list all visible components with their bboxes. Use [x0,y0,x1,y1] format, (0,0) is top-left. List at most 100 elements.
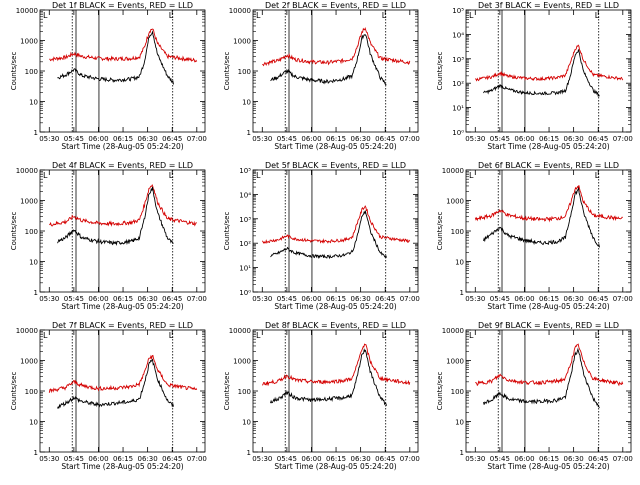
x-tick-label: 06:15 [539,455,559,463]
x-tick-label: 05:45 [490,455,510,463]
plot-frame [252,329,419,453]
x-axis-label: Start Time (28-Aug-05 05:24:20) [274,462,396,471]
y-axis-label: Counts/sec [223,212,231,251]
annotation-label: L [595,331,600,340]
x-tick-label: 06:30 [564,135,584,143]
annotation-label: L [382,331,387,340]
y-tick-label: 10000 [442,167,464,175]
y-tick-label: 100 [451,228,464,236]
x-axis-label: Start Time (28-Aug-05 05:24:20) [487,142,609,151]
y-tick-label: 10 [29,419,38,427]
y-tick-label: 10² [239,240,251,248]
panel-title: Det 8f BLACK = Events, RED = LLD [265,321,406,330]
events-series-line [57,30,174,85]
annotation-label: L [382,171,387,180]
x-tick-label: 06:00 [301,455,321,463]
lld-series-line [475,343,624,387]
y-tick-label: 10⁵ [239,167,251,175]
x-tick-label: 06:15 [539,295,559,303]
x-tick-label: 06:15 [113,135,133,143]
x-axis-label: Start Time (28-Aug-05 05:24:20) [274,302,396,311]
y-tick-label: 10 [242,419,251,427]
x-tick-label: 07:00 [400,135,420,143]
x-tick-label: 07:00 [187,135,207,143]
x-tick-label: 05:30 [39,455,59,463]
y-tick-label: 10⁴ [452,31,464,39]
events-series-line [57,186,174,246]
plot-frame [39,169,206,293]
x-tick-label: 06:45 [588,455,608,463]
y-tick-label: 10³ [452,56,464,64]
x-tick-label: 06:30 [564,295,584,303]
x-tick-label: 06:15 [113,295,133,303]
x-tick-label: 06:15 [326,135,346,143]
annotation-label: L [469,331,474,340]
x-axis-label: Start Time (28-Aug-05 05:24:20) [61,302,183,311]
x-tick-label: 06:45 [162,295,182,303]
y-tick-label: 10000 [229,7,251,15]
x-axis-label: Start Time (28-Aug-05 05:24:20) [487,302,609,311]
x-tick-label: 06:30 [351,135,371,143]
lld-series-line [261,205,411,244]
events-series-line [270,209,387,260]
events-series-line [270,34,387,86]
y-axis-label: Counts/sec [10,52,18,91]
y-axis-label: Counts/sec [223,52,231,91]
annotation-label: L [43,331,48,340]
x-tick-label: 06:00 [88,135,108,143]
x-tick-label: 05:45 [277,455,297,463]
annotation-label: L [256,331,261,340]
x-tick-label: 05:30 [465,455,485,463]
y-tick-label: 100 [25,388,38,396]
annotation-label: L [382,11,387,20]
y-axis-label: Counts/sec [223,372,231,411]
x-tick-label: 06:15 [326,295,346,303]
plot-frame [39,329,206,453]
y-tick-label: 100 [25,68,38,76]
y-tick-label: 1 [460,289,464,297]
panel-4: Det 4f BLACK = Events, RED = LLD 1 10 100 10… [10,161,207,311]
y-tick-label: 10000 [16,7,38,15]
panel-9: Det 9f BLACK = Events, RED = LLD 1 10 100 10… [436,321,633,471]
plot-frame [252,169,419,293]
y-tick-label: 1000 [446,198,464,206]
annotation-label: L [169,171,174,180]
x-tick-label: 05:30 [465,135,485,143]
lld-series-line [49,184,197,227]
panel-2: Det 2f BLACK = Events, RED = LLD 1 10 100 10… [223,1,420,151]
y-tick-label: 10 [455,419,464,427]
y-tick-label: 1000 [20,38,38,46]
panel-3: Det 3f BLACK = Events, RED = LLD 10⁰ 10¹ 10… [436,1,633,151]
lld-series-line [48,354,198,394]
annotation-label: L [43,171,48,180]
y-tick-label: 100 [238,388,251,396]
x-tick-label: 06:45 [375,295,395,303]
x-tick-label: 07:00 [613,135,633,143]
x-tick-label: 06:00 [301,295,321,303]
y-axis-label: Counts/sec [10,372,18,411]
x-tick-label: 07:00 [400,455,420,463]
y-tick-label: 10¹ [452,105,464,113]
panel-title: Det 9f BLACK = Events, RED = LLD [478,321,619,330]
y-tick-label: 1000 [233,38,251,46]
x-tick-label: 06:30 [138,135,158,143]
x-tick-label: 05:30 [252,135,272,143]
y-tick-label: 1 [34,449,38,457]
lld-series-line [474,185,623,223]
annotation-label: L [469,171,474,180]
panel-title: Det 7f BLACK = Events, RED = LLD [52,321,193,330]
events-series-line [270,347,387,406]
lld-series-line [261,343,411,387]
x-tick-label: 07:00 [400,295,420,303]
plot-frame [252,9,419,133]
annotation-label: L [595,11,600,20]
panel-8: Det 8f BLACK = Events, RED = LLD 1 10 100 10… [223,321,420,471]
lld-series-line [49,28,198,63]
panel-7: Det 7f BLACK = Events, RED = LLD 1 10 100 10… [10,321,207,471]
annotation-label: L [43,11,48,20]
annotation-label: L [169,11,174,20]
x-tick-label: 06:15 [113,455,133,463]
panel-6: Det 6f BLACK = Events, RED = LLD 1 10 100 10… [436,161,633,311]
panel-1: Det 1f BLACK = Events, RED = LLD 1 10 100 10… [10,1,207,151]
events-series-line [483,49,600,98]
